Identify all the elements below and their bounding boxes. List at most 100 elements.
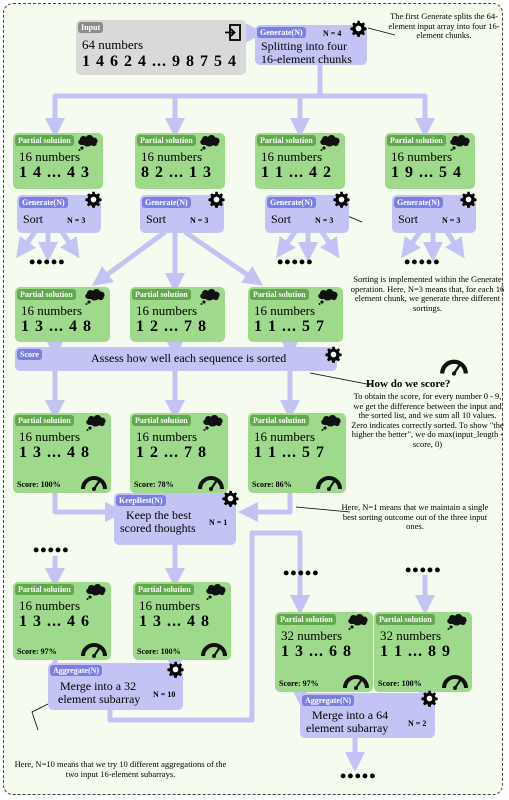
- partial-solution-values: 1 3 ... 4 6: [19, 613, 90, 630]
- input-box: Input 64 numbers 1 4 6 2 4 ... 9 8 7 5 4: [76, 20, 246, 75]
- partial-solution-score: Score: 100%: [17, 480, 61, 489]
- partial-solution-count: 16 numbers: [21, 303, 83, 318]
- sort-generate-n: N = 3: [190, 216, 209, 225]
- partial-solution-values: 1 3 ... 6 8: [281, 643, 352, 660]
- partial-solution-node: Partial solution 16 numbers 8 2 ... 1 3: [135, 133, 225, 189]
- partial-solution-score: Score: 78%: [134, 480, 174, 489]
- partial-solution-tag: Partial solution: [277, 614, 336, 625]
- keepbest-tag: KeepBest(N): [116, 495, 166, 506]
- keepbest-op: KeepBest(N) Keep the best scored thought…: [114, 493, 236, 545]
- note-keepbest: Here, N=1 means that we maintain a singl…: [341, 502, 489, 531]
- partial-solution-node: Partial solution 16 numbers 1 3 ... 4 8: [15, 287, 110, 342]
- generate-split-n: N = 4: [323, 29, 342, 38]
- aggregate-left-tag: Aggregate(N): [50, 665, 103, 676]
- input-count: 64 numbers: [82, 37, 144, 52]
- thought-cloud-icon: [84, 414, 108, 436]
- aggregate-left-text-2: element subarray: [58, 692, 141, 706]
- partial-solution-score: Score: 100%: [378, 679, 422, 688]
- partial-solution-count: 16 numbers: [136, 429, 198, 444]
- thought-cloud-icon: [318, 134, 342, 156]
- sort-generate-text: Sort: [398, 212, 419, 226]
- partial-solution-tag: Partial solution: [15, 415, 74, 426]
- note-score-heading: How do we score?: [366, 378, 451, 390]
- partial-solution-values: 1 3 ... 4 8: [19, 444, 90, 461]
- partial-solution-node: Partial solution 16 numbers 1 2 ... 7 8 Sco…: [130, 413, 228, 493]
- sort-generate-tag: Generate(N): [394, 197, 443, 208]
- aggregate-left-n: N = 10: [153, 690, 176, 699]
- gauge-icon: [80, 473, 108, 496]
- dots-sort-2: •••••: [277, 252, 314, 272]
- gear-icon: [350, 20, 367, 42]
- partial-solution-node: Partial solution 16 numbers 1 3 ... 4 8 Sco…: [133, 582, 231, 660]
- partial-solution-count: 16 numbers: [141, 149, 203, 164]
- gear-icon: [222, 490, 239, 512]
- dots-final: •••••: [340, 766, 377, 786]
- partial-solution-tag: Partial solution: [250, 415, 309, 426]
- partial-solution-count: 16 numbers: [254, 429, 316, 444]
- dots-right-row5: •••••: [405, 560, 442, 580]
- partial-solution-values: 1 3 ... 4 8: [139, 613, 210, 630]
- partial-solution-node: Partial solution 16 numbers 1 1 ... 5 7 Sco…: [248, 413, 346, 493]
- partial-solution-score: Score: 100%: [137, 647, 181, 656]
- partial-solution-count: 16 numbers: [19, 429, 81, 444]
- gear-icon: [167, 661, 184, 683]
- dots-mid-row5: •••••: [283, 563, 320, 583]
- thought-cloud-icon: [198, 134, 222, 156]
- sort-generate-op: Generate(N) Sort N = 3: [17, 195, 101, 233]
- partial-solution-values: 1 2 ... 7 8: [136, 444, 207, 461]
- gear-icon: [460, 191, 477, 213]
- sort-generate-n: N = 3: [67, 216, 86, 225]
- partial-solution-tag: Partial solution: [17, 289, 76, 300]
- partial-solution-node: Partial solution 16 numbers 1 2 ... 7 8: [130, 287, 225, 342]
- aggregate-right-text-1: Merge into a 64: [312, 708, 389, 722]
- aggregate-right-op: Aggregate(N) Merge into a 64 element sub…: [300, 693, 435, 738]
- partial-solution-tag: Partial solution: [135, 584, 194, 595]
- partial-solution-node: Partial solution 16 numbers 1 3 ... 4 8 Sco…: [13, 413, 111, 493]
- partial-solution-tag: Partial solution: [387, 135, 446, 146]
- generate-split-tag: Generate(N): [257, 27, 306, 38]
- sort-generate-tag: Generate(N): [142, 197, 191, 208]
- partial-solution-values: 8 2 ... 1 3: [141, 164, 212, 181]
- sort-generate-text: Sort: [146, 212, 167, 226]
- partial-solution-tag: Partial solution: [137, 135, 196, 146]
- partial-solution-tag: Partial solution: [15, 135, 74, 146]
- keepbest-n: N = 1: [209, 518, 228, 527]
- partial-solution-score: Score: 97%: [17, 647, 57, 656]
- partial-solution-node: Partial solution 32 numbers 1 3 ... 6 8 Sco…: [275, 612, 373, 692]
- partial-solution-tag: Partial solution: [257, 135, 316, 146]
- sort-generate-op: Generate(N) Sort N = 3: [265, 195, 349, 233]
- partial-solution-values: 1 4 ... 4 3: [19, 164, 90, 181]
- thought-cloud-icon: [445, 613, 469, 635]
- sort-generate-tag: Generate(N): [19, 197, 68, 208]
- partial-solution-tag: Partial solution: [376, 614, 435, 625]
- gear-icon: [333, 191, 350, 213]
- thought-cloud-icon: [316, 288, 340, 310]
- sort-generate-n: N = 3: [315, 216, 334, 225]
- partial-solution-values: 1 1 ... 5 7: [254, 444, 325, 461]
- aggregate-left-text-1: Merge into a 32: [60, 679, 137, 693]
- partial-solution-values: 1 1 ... 8 9: [380, 643, 451, 660]
- partial-solution-tag: Partial solution: [132, 289, 191, 300]
- partial-solution-tag: Partial solution: [250, 289, 309, 300]
- sort-generate-text: Sort: [271, 212, 292, 226]
- keepbest-text-2: scored thoughts: [120, 521, 196, 535]
- sort-generate-op: Generate(N) Sort N = 3: [392, 195, 476, 233]
- partial-solution-values: 1 3 ... 4 8: [21, 318, 92, 335]
- partial-solution-count: 16 numbers: [139, 598, 201, 613]
- partial-solution-node: Partial solution 16 numbers 1 1 ... 4 2: [255, 133, 345, 189]
- partial-solution-score: Score: 86%: [252, 480, 292, 489]
- partial-solution-tag: Partial solution: [15, 584, 74, 595]
- partial-solution-node: Partial solution 16 numbers 1 9 ... 5 4: [385, 133, 475, 189]
- gear-icon: [208, 191, 225, 213]
- partial-solution-values: 1 1 ... 4 2: [261, 164, 332, 181]
- note-aggregate: Here, N=10 means that we try 10 differen…: [14, 759, 227, 779]
- input-values: 1 4 6 2 4 ... 9 8 7 5 4: [82, 53, 237, 70]
- partial-solution-count: 16 numbers: [261, 149, 323, 164]
- thought-cloud-icon: [204, 583, 228, 605]
- input-tag: Input: [78, 22, 104, 33]
- partial-solution-values: 1 2 ... 7 8: [136, 318, 207, 335]
- gauge-icon: [439, 355, 469, 382]
- partial-solution-values: 1 9 ... 5 4: [391, 164, 462, 181]
- partial-solution-count: 16 numbers: [136, 303, 198, 318]
